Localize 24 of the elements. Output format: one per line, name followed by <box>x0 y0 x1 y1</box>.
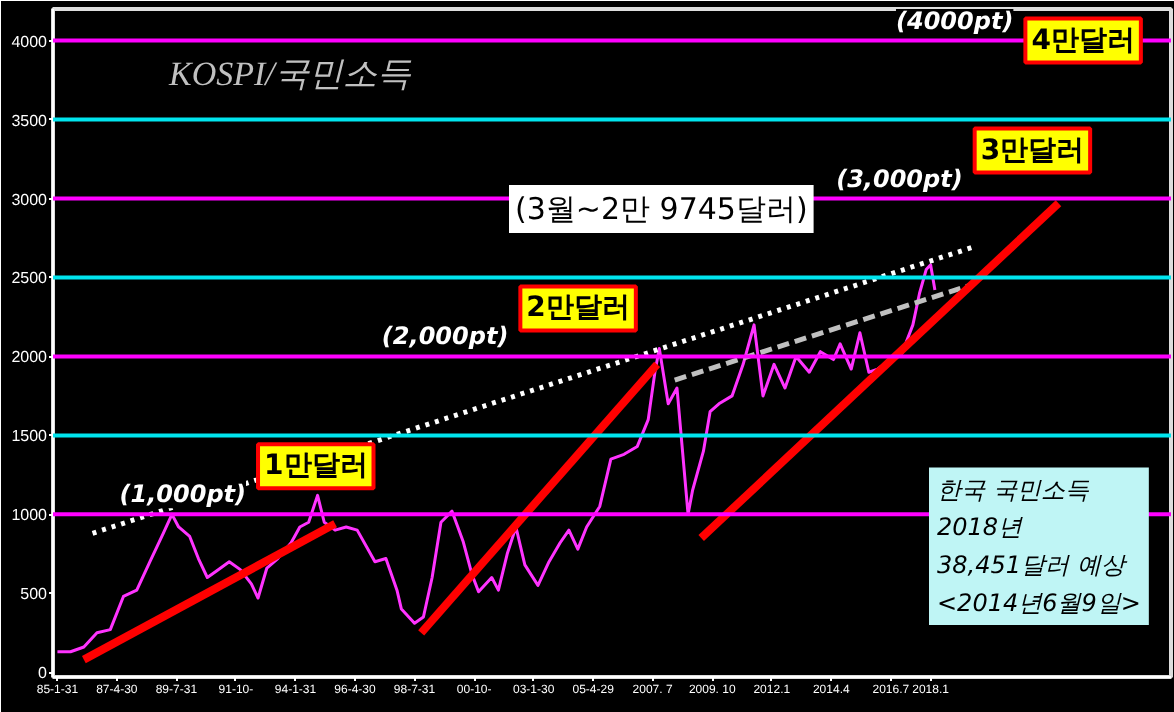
annotation: <2014년6월9일> <box>937 589 1141 617</box>
y-tick-label: 3500 <box>11 111 49 130</box>
annotation: 38,451달러 예상 <box>937 551 1129 580</box>
text: KOSPI/국민소득 <box>167 55 413 93</box>
y-tick-label: 1500 <box>11 427 49 446</box>
annotation: 3만달러 <box>980 134 1085 167</box>
annotation: 한국 국민소득 <box>937 475 1091 504</box>
line-series <box>55 263 937 654</box>
annotation: 1만달러 <box>264 450 368 483</box>
ref-line-label: (4000pt) <box>896 6 1014 35</box>
annotation: 4만달러 <box>1031 24 1135 57</box>
ref-line-label: (1,000pt) <box>119 480 247 509</box>
y-tick-label: 3000 <box>11 190 49 209</box>
annotation: 2018년 <box>937 513 1025 542</box>
ref-line-label: (3,000pt) <box>836 164 963 193</box>
y-tick-label: 500 <box>20 585 49 604</box>
ref-line-label: (2,000pt) <box>381 322 509 351</box>
y-tick-label: 2500 <box>11 269 49 288</box>
y-tick-label: 0 <box>38 664 49 683</box>
y-tick-label: 2000 <box>11 348 49 367</box>
annotation: 2만달러 <box>526 292 630 325</box>
text: (3월~2만 9745달러) <box>515 191 808 227</box>
y-tick-label: 1000 <box>11 506 49 525</box>
y-tick-label: 4000 <box>11 32 49 51</box>
